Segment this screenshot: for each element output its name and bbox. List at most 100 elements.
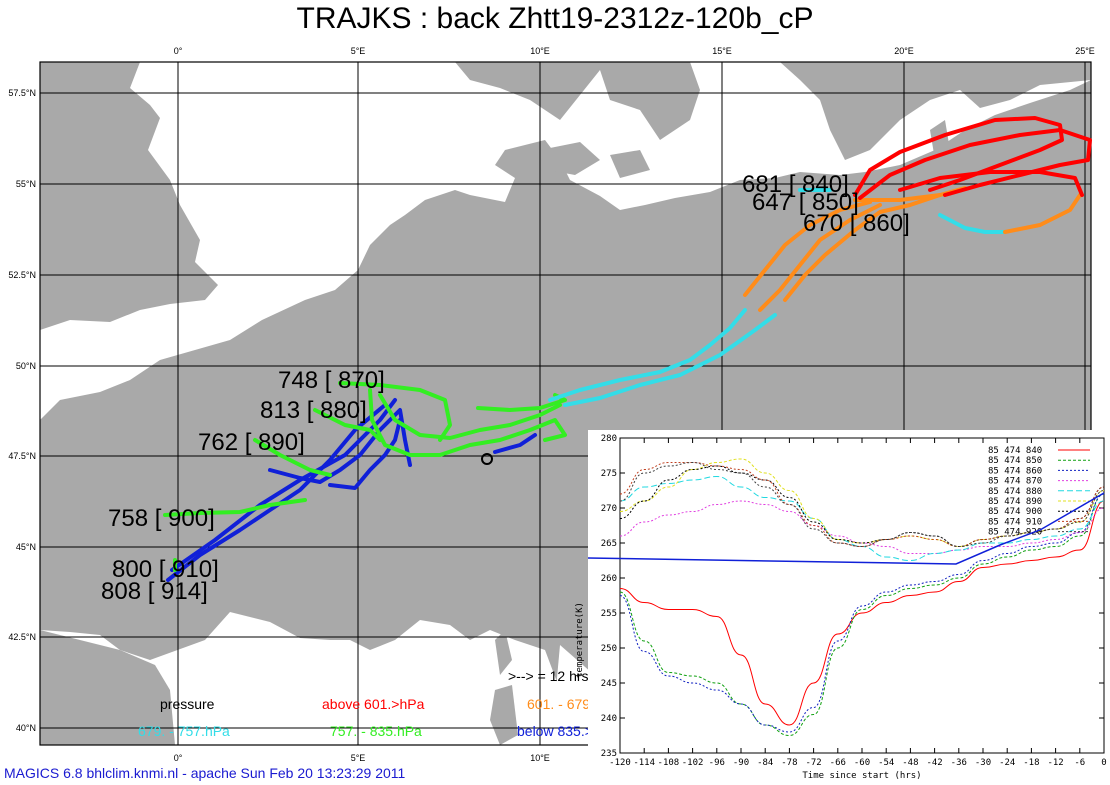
- trajectory-cyan-2: [563, 313, 777, 407]
- inset-series-line-1: [619, 493, 1105, 737]
- inset-x-tick-label: -66: [830, 758, 846, 768]
- lon-ticks-top: 0° 5°E 10°E 15°E 20°E 25°E: [174, 46, 1095, 56]
- lon-tick-top: 15°E: [712, 46, 732, 56]
- inset-background: [588, 430, 1108, 782]
- lon-tick-top: 10°E: [530, 46, 550, 56]
- inset-legend-label-1: 85 474 850: [988, 456, 1042, 466]
- lon-tick-top: 5°E: [351, 46, 366, 56]
- start-label-870: 748 [ 870]: [278, 367, 385, 394]
- trajectory-orange-1: [743, 200, 872, 297]
- start-label-850: 647 [ 850]: [752, 189, 859, 216]
- trajectory-orange-2: [758, 203, 882, 312]
- lat-tick: 55°N: [16, 179, 36, 189]
- arrow-time-note: >--> = 12 hrs.: [508, 668, 592, 684]
- trajectory-green-6: [378, 393, 562, 440]
- inset-legend-label-5: 85 474 890: [988, 497, 1042, 507]
- inset-legend-label-7: 85 474 910: [988, 517, 1042, 527]
- inset-legend-label-4: 85 474 880: [988, 487, 1042, 497]
- trajectory-cyan-4: [938, 213, 1007, 234]
- arrival-point-marker: [481, 453, 493, 465]
- lon-tick-bottom: 10°E: [530, 753, 550, 763]
- footer-credit: MAGICS 6.8 bhlclim.knmi.nl - apache Sun …: [4, 765, 406, 781]
- start-label-900: 758 [ 900]: [108, 505, 215, 532]
- inset-y-tick-label: 275: [601, 469, 617, 479]
- inset-y-tick-label: 235: [601, 749, 617, 759]
- lat-tick: 40°N: [16, 723, 36, 733]
- start-label-914: 808 [ 914]: [101, 578, 208, 605]
- start-labels: 681 [ 840] 647 [ 850] 670 [ 860] 748 [ 8…: [101, 171, 910, 605]
- inset-y-tick-label: 260: [601, 574, 617, 584]
- legend-band-679-757: 679. - 757.hPa: [138, 723, 230, 739]
- lat-tick: 47.5°N: [8, 451, 36, 461]
- inset-x-tick-label: -78: [781, 758, 797, 768]
- inset-legend-label-8: 85 474 920: [988, 528, 1042, 538]
- lon-tick-top: 20°E: [894, 46, 914, 56]
- trajectory-orange-5: [1003, 193, 1082, 234]
- inset-y-tick-label: 270: [601, 504, 617, 514]
- inset-blue-reference-line: [587, 492, 1105, 565]
- inset-legend-label-2: 85 474 860: [988, 466, 1042, 476]
- inset-x-tick-label: -54: [878, 758, 894, 768]
- trajectories: [163, 116, 1092, 582]
- inset-series: [619, 458, 1105, 737]
- inset-series-line-0: [619, 500, 1105, 726]
- lat-tick: 57.5°N: [8, 88, 36, 98]
- inset-x-tick-label: -84: [757, 758, 773, 768]
- inset-y-tick-label: 280: [601, 434, 617, 444]
- lon-tick-bottom: 0°: [174, 753, 183, 763]
- trajectory-red-2: [858, 128, 1092, 200]
- inset-y-tick-label: 265: [601, 539, 617, 549]
- legend-pressure: pressure: [160, 696, 215, 712]
- start-label-860: 670 [ 860]: [803, 210, 910, 237]
- trajectory-red-3: [898, 170, 1084, 197]
- lat-ticks: 57.5°N 55°N 52.5°N 50°N 47.5°N 45°N 42.5°N 40°N: [8, 88, 36, 733]
- inset-x-tick-label: -90: [733, 758, 749, 768]
- inset-legend-label-0: 85 474 840: [988, 446, 1042, 456]
- trajectory-orange-4: [853, 193, 942, 202]
- start-label-910: 800 [ 910]: [112, 556, 219, 583]
- inset-x-tick-label: 0: [1101, 758, 1106, 768]
- trajectory-green-7: [476, 393, 567, 412]
- inset-x-tick-label: -6: [1074, 758, 1085, 768]
- chart-title: TRAJKS : back Zhtt19-2312z-120b_cP: [296, 2, 814, 35]
- inset-series-line-8: [619, 461, 1105, 548]
- lon-tick-top: 25°E: [1075, 46, 1095, 56]
- inset-legend-label-6: 85 474 900: [988, 507, 1042, 517]
- trajectory-green-3: [313, 408, 382, 442]
- legend-band-757-835: 757. - 835.hPa: [330, 723, 422, 739]
- lat-tick: 50°N: [16, 361, 36, 371]
- inset-series-line-3: [619, 500, 1105, 555]
- trajectory-blue-5: [493, 433, 537, 454]
- trajectory-red-1: [853, 116, 1064, 197]
- start-label-840: 681 [ 840]: [742, 171, 849, 198]
- inset-x-tick-label: -108: [658, 758, 680, 768]
- inset-y-tick-label: 245: [601, 679, 617, 689]
- lat-tick: 45°N: [16, 542, 36, 552]
- trajectory-blue-3: [268, 408, 412, 484]
- inset-x-label: Time since start (hrs): [802, 771, 921, 781]
- inset-x-tick-label: -120: [609, 758, 631, 768]
- inset-x-tick-label: -12: [1047, 758, 1063, 768]
- inset-x-tick-label: -114: [633, 758, 655, 768]
- inset-x-tick-label: -60: [854, 758, 870, 768]
- inset-x-tick-label: -24: [999, 758, 1015, 768]
- trajectory-green-5: [368, 388, 567, 457]
- trajectory-green-4: [338, 381, 452, 442]
- inset-x-tick-label: -30: [975, 758, 991, 768]
- inset-x-tick-label: -18: [1023, 758, 1039, 768]
- inset-x-tick-label: -42: [926, 758, 942, 768]
- inset-y-tick-label: 240: [601, 714, 617, 724]
- map-frame: [39, 61, 1092, 746]
- start-label-890: 762 [ 890]: [198, 429, 305, 456]
- inset-y-label: temperature(K): [575, 602, 585, 678]
- start-label-880: 813 [ 880]: [260, 397, 367, 424]
- lat-tick: 42.5°N: [8, 632, 36, 642]
- trajectory-blue-4: [328, 418, 402, 490]
- inset-series-line-2: [619, 493, 1105, 733]
- lon-tick-bottom: 5°E: [351, 753, 366, 763]
- inset-series-line-5: [619, 458, 1105, 548]
- inset-x-tick-label: -96: [709, 758, 725, 768]
- trajectory-cyan-1: [548, 308, 747, 402]
